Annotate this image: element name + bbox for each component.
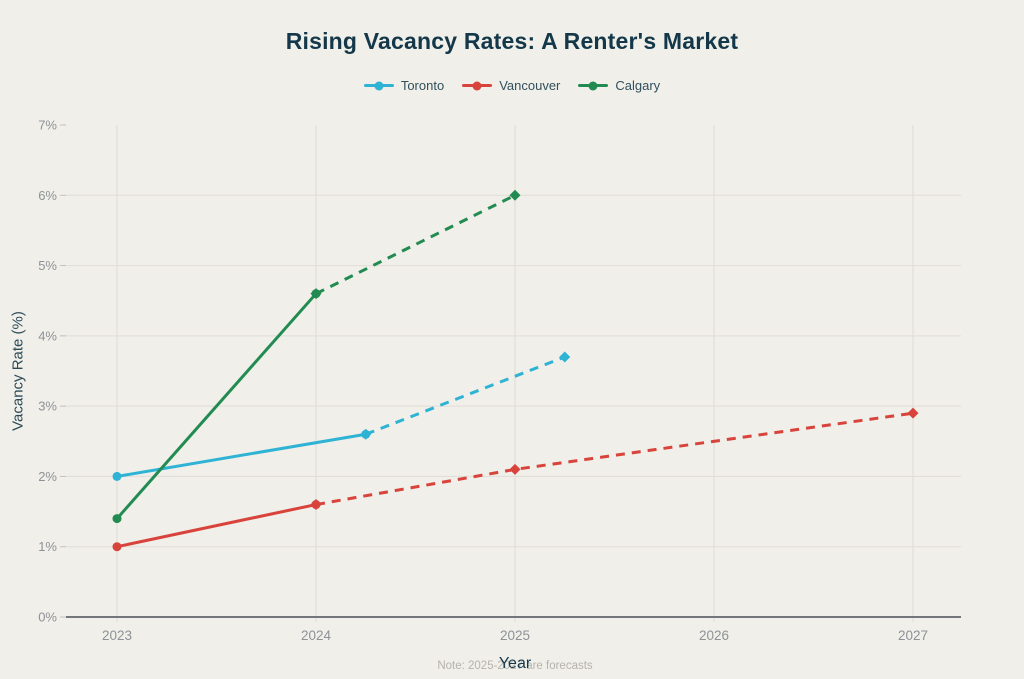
vancouver-line-marker-icon [462,81,493,91]
y-tick-label-7%: 7% [38,118,57,133]
legend-item-toronto[interactable]: Toronto [363,78,445,93]
x-tick-label-2023: 2023 [102,628,132,643]
series-toronto-actual-point [112,471,122,481]
y-tick-label-6%: 6% [38,188,57,203]
series-toronto-forecast-line [365,355,566,436]
series-calgary-actual-line [115,292,318,520]
legend-item-vancouver[interactable]: Vancouver [462,78,560,93]
x-tick-label-2026: 2026 [699,628,729,643]
legend-label-vancouver: Vancouver [499,78,561,93]
y-tick-label-4%: 4% [38,328,57,343]
series-vancouver-forecast-point [310,499,322,511]
x-axis-title: Year [498,655,532,672]
legend-label-toronto: Toronto [400,78,445,93]
toronto-line-marker-icon [363,81,394,91]
series-toronto-forecast-point [360,428,372,440]
y-tick-label-2%: 2% [38,469,57,484]
forecast-footnote: Note: 2025-2027 are forecasts [437,660,593,672]
y-axis-title: Vacancy Rate (%) [9,311,27,431]
series-vancouver-forecast-point [907,407,919,419]
series-calgary-forecast-point [509,189,521,201]
x-tick-label-2025: 2025 [500,628,530,643]
y-tick-label-1%: 1% [38,539,57,554]
legend: Toronto Vancouver Calgary [0,78,1024,93]
y-tick-label-3%: 3% [38,399,57,414]
series-vancouver-actual-line [116,503,317,549]
x-tick-label-2027: 2027 [898,628,928,643]
series-calgary-actual-point [112,514,122,524]
chart-title: Rising Vacancy Rates: A Renter's Market [285,28,739,54]
series-vancouver-forecast-line [315,411,914,507]
series-vancouver-actual-point [112,542,122,552]
calgary-line-marker-icon [578,81,609,91]
x-tick-label-2024: 2024 [301,628,332,643]
series-toronto-forecast-point [559,351,571,363]
series-calgary-forecast-point [310,288,322,300]
legend-label-calgary: Calgary [615,78,661,93]
y-tick-label-5%: 5% [38,258,57,273]
y-tick-label-0%: 0% [38,610,57,625]
series-toronto-actual-line [116,432,367,478]
series-vancouver-forecast-point [509,463,521,475]
legend-item-calgary[interactable]: Calgary [578,78,660,93]
series-calgary-forecast-line [315,193,516,296]
